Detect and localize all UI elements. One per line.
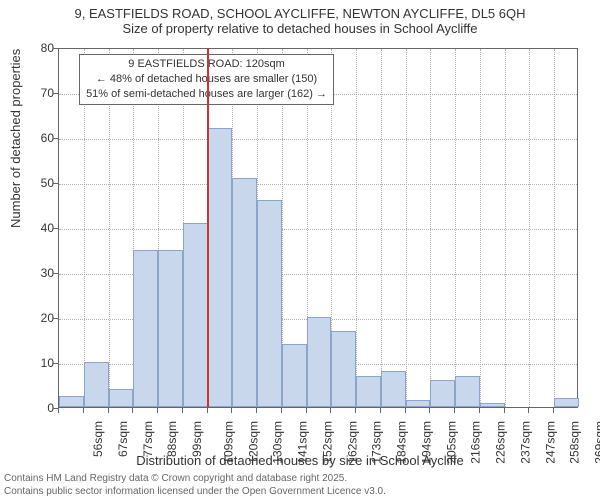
- x-tick-label: 226sqm: [494, 421, 508, 464]
- x-tick-label: 152sqm: [321, 421, 335, 464]
- x-tick-mark: [207, 408, 208, 413]
- histogram-bar: [208, 128, 233, 407]
- x-tick-mark: [132, 408, 133, 413]
- marker-line: [207, 48, 209, 408]
- histogram-bar: [133, 250, 158, 408]
- y-tick-label: 20: [14, 311, 54, 325]
- x-tick-label: 247sqm: [543, 421, 557, 464]
- histogram-bar: [59, 396, 84, 407]
- title-line1: 9, EASTFIELDS ROAD, SCHOOL AYCLIFFE, NEW…: [0, 6, 600, 21]
- x-tick-label: 88sqm: [165, 421, 179, 457]
- x-tick-label: 258sqm: [568, 421, 582, 464]
- x-tick-mark: [330, 408, 331, 413]
- y-tick-label: 80: [14, 41, 54, 55]
- gridline-v: [480, 49, 481, 407]
- histogram-bar: [406, 400, 431, 407]
- x-tick-label: 216sqm: [469, 421, 483, 464]
- histogram-bar: [356, 376, 381, 408]
- x-tick-label: 205sqm: [444, 421, 458, 464]
- histogram-bar: [455, 376, 480, 408]
- x-tick-label: 162sqm: [345, 421, 359, 464]
- chart-title: 9, EASTFIELDS ROAD, SCHOOL AYCLIFFE, NEW…: [0, 0, 600, 36]
- x-tick-label: 67sqm: [116, 421, 130, 457]
- x-tick-label: 194sqm: [420, 421, 434, 464]
- histogram-bar: [430, 380, 455, 407]
- x-tick-label: 56sqm: [91, 421, 105, 457]
- histogram-bar: [183, 223, 208, 408]
- histogram-bar: [158, 250, 183, 408]
- x-tick-label: 237sqm: [519, 421, 533, 464]
- x-tick-mark: [306, 408, 307, 413]
- gridline-h: [59, 229, 577, 230]
- x-tick-label: 184sqm: [395, 421, 409, 464]
- histogram-bar: [109, 389, 134, 407]
- x-tick-mark: [58, 408, 59, 413]
- gridline-v: [554, 49, 555, 407]
- histogram-bar: [257, 200, 282, 407]
- histogram-bar: [480, 403, 505, 408]
- x-tick-mark: [454, 408, 455, 413]
- y-tick-label: 30: [14, 266, 54, 280]
- y-tick-mark: [53, 48, 58, 49]
- gridline-v: [381, 49, 382, 407]
- gridline-v: [356, 49, 357, 407]
- y-tick-mark: [53, 93, 58, 94]
- y-tick-mark: [53, 183, 58, 184]
- y-tick-label: 0: [14, 401, 54, 415]
- x-tick-mark: [528, 408, 529, 413]
- gridline-v: [529, 49, 530, 407]
- x-tick-mark: [108, 408, 109, 413]
- x-tick-label: 99sqm: [190, 421, 204, 457]
- x-tick-mark: [83, 408, 84, 413]
- x-tick-mark: [256, 408, 257, 413]
- x-tick-label: 109sqm: [222, 421, 236, 464]
- histogram-bar: [282, 344, 307, 407]
- x-tick-mark: [504, 408, 505, 413]
- x-tick-mark: [380, 408, 381, 413]
- y-tick-label: 10: [14, 356, 54, 370]
- gridline-v: [406, 49, 407, 407]
- x-tick-mark: [553, 408, 554, 413]
- histogram-bar: [331, 331, 356, 408]
- gridline-v: [505, 49, 506, 407]
- x-tick-mark: [231, 408, 232, 413]
- y-tick-label: 60: [14, 131, 54, 145]
- x-tick-mark: [157, 408, 158, 413]
- x-tick-mark: [429, 408, 430, 413]
- y-tick-label: 50: [14, 176, 54, 190]
- x-tick-mark: [281, 408, 282, 413]
- histogram-bar: [554, 398, 579, 407]
- y-tick-mark: [53, 228, 58, 229]
- gridline-h: [59, 139, 577, 140]
- histogram-bar: [84, 362, 109, 407]
- y-tick-mark: [53, 318, 58, 319]
- title-line2: Size of property relative to detached ho…: [0, 21, 600, 36]
- y-tick-label: 40: [14, 221, 54, 235]
- x-tick-label: 120sqm: [246, 421, 260, 464]
- gridline-v: [455, 49, 456, 407]
- y-tick-mark: [53, 273, 58, 274]
- x-tick-label: 141sqm: [296, 421, 310, 464]
- histogram-bar: [232, 178, 257, 408]
- histogram-bar: [381, 371, 406, 407]
- x-tick-mark: [405, 408, 406, 413]
- footer-attrib: Contains HM Land Registry data © Crown c…: [4, 473, 386, 498]
- x-tick-label: 269sqm: [593, 421, 600, 464]
- y-tick-mark: [53, 138, 58, 139]
- y-tick-mark: [53, 363, 58, 364]
- x-tick-label: 173sqm: [370, 421, 384, 464]
- gridline-h: [59, 184, 577, 185]
- x-tick-label: 77sqm: [141, 421, 155, 457]
- x-tick-mark: [355, 408, 356, 413]
- footer-line2: Contains public sector information licen…: [4, 486, 386, 499]
- gridline-v: [430, 49, 431, 407]
- footer-line1: Contains HM Land Registry data © Crown c…: [4, 473, 386, 486]
- x-tick-mark: [182, 408, 183, 413]
- x-tick-mark: [479, 408, 480, 413]
- histogram-bar: [307, 317, 332, 407]
- y-tick-label: 70: [14, 86, 54, 100]
- x-tick-label: 130sqm: [271, 421, 285, 464]
